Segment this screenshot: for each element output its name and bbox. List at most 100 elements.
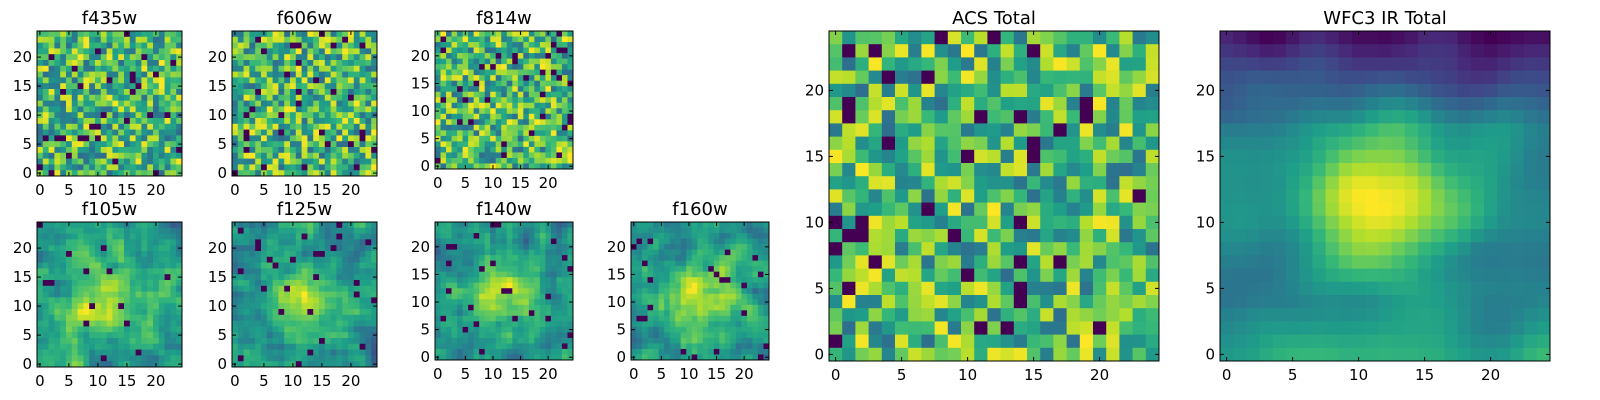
heatmap-cell — [664, 222, 671, 228]
heatmap-cell — [539, 141, 546, 148]
heatmap-cell — [106, 314, 113, 321]
heatmap-cell — [534, 119, 541, 126]
heatmap-cell — [528, 141, 535, 148]
heatmap-cell — [752, 348, 759, 355]
heatmap-cell — [348, 239, 355, 246]
heatmap-cell — [353, 42, 360, 49]
heatmap-cell — [534, 113, 541, 120]
heatmap-cell — [290, 349, 297, 356]
heatmap-cell — [647, 299, 654, 306]
heatmap-cell — [232, 147, 239, 154]
heatmap-cell — [60, 274, 67, 281]
heatmap-cell — [118, 83, 125, 90]
heatmap-cell — [501, 135, 508, 142]
heatmap-cell — [95, 349, 102, 356]
heatmap-cell — [556, 315, 563, 322]
heatmap-cell — [77, 320, 84, 327]
heatmap-cell — [348, 129, 355, 136]
heatmap-cell — [495, 64, 502, 71]
heatmap-cell — [440, 36, 447, 43]
heatmap-cell — [713, 238, 720, 245]
heatmap-cell — [301, 320, 308, 327]
heatmap-cell — [512, 337, 519, 344]
heatmap-cell — [336, 361, 343, 368]
heatmap-cell — [495, 141, 502, 148]
heatmap-cell — [164, 123, 171, 130]
x-tick-label: 0 — [35, 372, 45, 390]
heatmap-cell — [484, 222, 491, 228]
heatmap-cell — [135, 262, 142, 269]
x-tick-label: 0 — [35, 181, 45, 199]
heatmap-cell — [435, 91, 441, 98]
heatmap-cell — [37, 251, 44, 258]
heatmap-cell — [921, 189, 935, 203]
heatmap-cell — [631, 348, 637, 355]
heatmap-cell — [77, 349, 84, 356]
heatmap-cell — [278, 36, 285, 43]
heatmap-cell — [829, 110, 843, 124]
heatmap-cell — [307, 297, 314, 304]
heatmap-cell — [495, 249, 502, 256]
heatmap-cell — [100, 71, 107, 78]
heatmap-cell — [947, 110, 962, 124]
heatmap-cell — [42, 274, 49, 281]
heatmap-cell — [1106, 97, 1120, 111]
heatmap-cell — [307, 355, 314, 362]
heatmap-cell — [468, 91, 475, 98]
heatmap-cell — [359, 256, 366, 263]
heatmap-cell — [330, 262, 337, 269]
heatmap-cell — [266, 309, 273, 316]
heatmap-cell — [176, 123, 183, 130]
heatmap-cell — [446, 255, 452, 262]
heatmap-cell — [147, 89, 154, 96]
heatmap-cell — [961, 110, 975, 124]
heatmap-cell — [675, 343, 682, 350]
heatmap-cell — [319, 112, 326, 119]
x-tick-label: 5 — [259, 372, 269, 390]
heatmap-cell — [495, 293, 502, 300]
heatmap-cell — [686, 304, 693, 311]
heatmap-cell — [272, 83, 279, 90]
heatmap-cell — [446, 337, 452, 344]
heatmap-cell — [100, 256, 107, 263]
heatmap-cell — [697, 337, 704, 344]
heatmap-cell — [54, 332, 61, 339]
heatmap-cell — [462, 244, 469, 250]
heatmap-cell — [147, 112, 154, 119]
heatmap-cell — [987, 57, 1001, 71]
heatmap-cell — [83, 94, 90, 101]
x-tick-label: 0 — [433, 365, 443, 383]
heatmap-cell — [829, 57, 843, 71]
heatmap-cell — [457, 310, 463, 317]
heatmap-cell — [255, 227, 262, 234]
heatmap-cell — [468, 69, 475, 76]
heatmap-cell — [54, 54, 61, 61]
heatmap-cell — [295, 83, 302, 90]
heatmap-cell — [266, 141, 273, 148]
y-tick-label: 15 — [607, 265, 626, 283]
heatmap-cell — [490, 80, 497, 87]
heatmap-cell — [539, 47, 546, 54]
heatmap-cell — [567, 141, 574, 148]
heatmap-cell — [473, 288, 480, 295]
heatmap-cell — [313, 262, 320, 269]
heatmap-cell — [855, 44, 869, 58]
heatmap-cell — [359, 280, 366, 287]
heatmap-cell — [735, 260, 742, 267]
y-tick-label: 0 — [22, 355, 32, 373]
heatmap-cell — [237, 256, 244, 263]
heatmap-cell — [237, 361, 244, 368]
heatmap-cell — [517, 113, 524, 120]
heatmap-cell — [42, 112, 49, 119]
heatmap-cell — [135, 152, 142, 159]
heatmap-cell — [484, 64, 491, 71]
heatmap-cell — [680, 343, 687, 350]
heatmap-cell — [319, 309, 326, 316]
heatmap-cell — [353, 112, 360, 119]
heatmap-cell — [664, 288, 671, 295]
heatmap-cell — [106, 106, 113, 113]
heatmap-cell — [545, 249, 552, 256]
heatmap-cell — [170, 349, 177, 356]
heatmap-cell — [95, 60, 102, 67]
heatmap-cell — [141, 48, 148, 55]
